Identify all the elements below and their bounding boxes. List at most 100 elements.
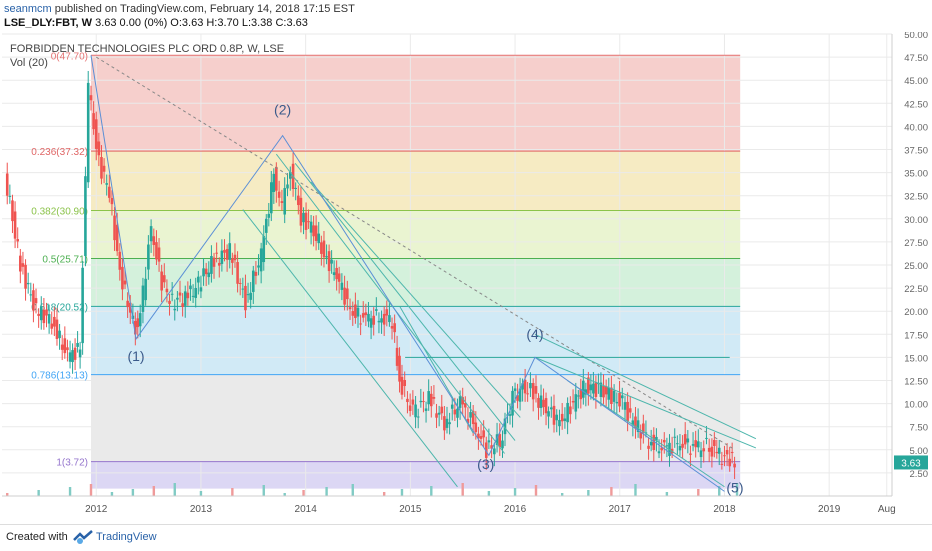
candle-body — [713, 439, 716, 447]
candle-body — [45, 309, 48, 316]
author-link[interactable]: seanmcm — [4, 3, 52, 15]
candle-body — [529, 382, 532, 389]
volume-bar — [718, 486, 721, 496]
chart-area[interactable]: 0(47.70) 0.236(37.32) 0.382(30.90) 0.5(25.7… — [0, 32, 932, 524]
candle-body — [566, 402, 569, 423]
y-tick-label: 17.50 — [904, 330, 928, 341]
fib-zone — [91, 151, 741, 211]
candle-body — [94, 119, 98, 149]
volume-bar — [89, 484, 93, 496]
candle-body — [479, 436, 483, 439]
candle-body — [21, 263, 25, 267]
candle-body — [277, 191, 281, 198]
candle-body — [544, 398, 548, 414]
candle-body — [335, 267, 338, 280]
candle-body — [181, 303, 184, 308]
candle-body — [78, 349, 82, 358]
volume-bar — [382, 492, 386, 496]
candle-body — [377, 320, 381, 323]
volume-bar — [610, 487, 613, 496]
volume-bar — [487, 491, 491, 496]
candle-body — [448, 422, 451, 425]
candle-body — [138, 313, 142, 327]
candle-body — [76, 342, 79, 347]
candle-body — [699, 450, 703, 458]
candle-body — [469, 412, 472, 418]
candle-body — [432, 397, 436, 399]
candle-body — [147, 244, 150, 270]
fib-level-label: 0.5(25.71) — [42, 254, 88, 265]
candle-body — [558, 419, 561, 427]
candle-body — [710, 446, 714, 457]
y-tick-label: 47.50 — [904, 53, 928, 64]
candle-body — [346, 288, 349, 300]
candle-body — [168, 300, 171, 304]
candle-body — [225, 249, 229, 260]
candle-body — [577, 395, 580, 397]
candle-body — [501, 440, 504, 449]
candle-body — [155, 242, 158, 260]
candle-body — [68, 352, 72, 362]
candle-body — [644, 432, 648, 434]
candle-body — [503, 418, 507, 435]
candle-body — [369, 318, 373, 328]
candle-body — [297, 195, 300, 206]
candle-body — [393, 323, 396, 333]
candle-body — [427, 391, 430, 405]
price-badge-label: 3.63 — [901, 458, 921, 469]
candle-body — [144, 278, 147, 301]
candle-body — [58, 330, 61, 339]
candle-body — [537, 397, 540, 408]
x-tick-label: 2013 — [190, 504, 213, 515]
candle-body — [66, 347, 69, 351]
candle-body — [435, 413, 438, 418]
tradingview-brand-link[interactable]: TradingView — [96, 531, 157, 543]
candle-body — [327, 251, 331, 272]
publish-header: seanmcm published on TradingView.com, Fe… — [4, 3, 355, 15]
candle-body — [539, 395, 543, 409]
candle-body — [351, 311, 355, 316]
candle-body — [183, 291, 187, 306]
volume-bar — [587, 490, 590, 496]
candle-body — [649, 441, 653, 446]
y-tick-label: 20.00 — [904, 307, 928, 318]
candle-body — [340, 282, 344, 290]
candle-body — [660, 447, 663, 451]
volume-bar — [110, 492, 114, 496]
volume-bar — [302, 490, 305, 496]
chart-title: FORBIDDEN TECHNOLOGIES PLC ORD 0.8P, W, … — [10, 43, 284, 55]
candle-body — [126, 300, 129, 308]
candle-body — [283, 188, 287, 215]
candle-body — [73, 347, 77, 360]
y-tick-label: 7.50 — [910, 423, 929, 434]
candle-body — [13, 211, 17, 239]
candle-body — [162, 275, 166, 283]
candle-body — [589, 384, 593, 391]
candle-body — [246, 294, 250, 296]
candle-body — [71, 350, 74, 363]
candle-body — [523, 379, 527, 394]
candle-body — [652, 434, 656, 451]
candle-body — [673, 436, 677, 438]
candle-body — [294, 187, 297, 189]
y-tick-label: 42.50 — [904, 99, 928, 110]
candle-body — [108, 186, 111, 198]
volume-bar — [400, 489, 404, 496]
x-tick-label: Aug — [878, 504, 896, 515]
price-badge — [894, 455, 928, 470]
x-tick-label: 2018 — [713, 504, 736, 515]
tradingview-logo-icon[interactable] — [72, 528, 94, 546]
candle-body — [332, 272, 336, 276]
candle-body — [574, 394, 578, 412]
candle-body — [199, 287, 203, 292]
volume-bar — [665, 492, 669, 496]
candle-body — [696, 441, 700, 448]
price-chart[interactable]: 0(47.70) 0.236(37.32) 0.382(30.90) 0.5(25.7… — [0, 32, 932, 524]
candle-body — [626, 401, 629, 422]
candle-body — [511, 390, 514, 416]
candle-body — [521, 383, 524, 390]
candle-body — [19, 255, 22, 272]
candle-body — [419, 400, 423, 403]
candle-body — [113, 215, 116, 241]
candle-body — [571, 400, 575, 403]
